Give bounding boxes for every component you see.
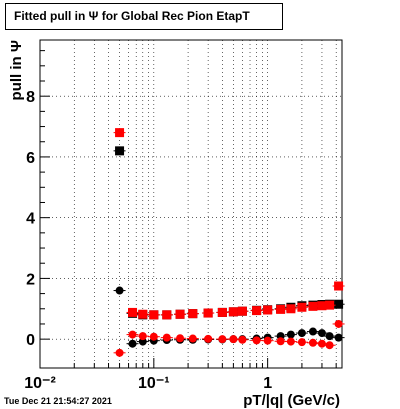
data-point-square — [334, 281, 344, 291]
x-tick-label: 1 — [263, 375, 272, 392]
data-point-circle — [325, 332, 334, 341]
timestamp: Tue Dec 21 21:54:27 2021 — [4, 396, 112, 406]
data-point-circle — [229, 335, 238, 344]
data-point-circle — [238, 335, 247, 344]
data-point-circle — [325, 341, 334, 350]
y-tick-label: 8 — [26, 89, 35, 106]
data-point-square — [237, 306, 247, 316]
data-point-circle — [138, 332, 147, 341]
x-axis-label: pT/|q| (GeV/c) — [243, 392, 340, 409]
data-point-circle — [334, 333, 343, 342]
data-point-square — [228, 307, 238, 317]
data-point-circle — [308, 327, 317, 336]
data-point-square — [175, 309, 185, 319]
data-point-circle — [115, 286, 124, 295]
data-point-circle — [297, 338, 306, 347]
data-point-circle — [128, 339, 137, 348]
data-point-circle — [188, 334, 197, 343]
data-point-circle — [286, 337, 295, 346]
y-axis-label: pull in Ψ — [8, 40, 25, 100]
x-tick-label: 10⁻² — [24, 375, 56, 392]
data-point-square — [308, 301, 318, 311]
data-point-circle — [308, 338, 317, 347]
data-point-square — [276, 304, 286, 314]
data-point-circle — [252, 336, 261, 345]
data-point-square — [286, 304, 296, 314]
y-tick-label: 4 — [26, 211, 35, 228]
data-point-square — [263, 305, 273, 315]
data-point-square — [162, 310, 172, 320]
data-point-square — [115, 146, 125, 156]
data-point-square — [317, 301, 327, 311]
plot-frame — [39, 39, 343, 369]
data-point-circle — [149, 332, 158, 341]
data-point-square — [325, 300, 335, 310]
data-point-circle — [162, 333, 171, 342]
y-tick-label: 0 — [26, 332, 35, 349]
grid-lines — [39, 40, 342, 368]
data-point-circle — [176, 334, 185, 343]
data-point-circle — [218, 335, 227, 344]
data-point-square — [252, 306, 262, 316]
data-point-square — [149, 310, 159, 320]
data-point-circle — [115, 348, 124, 357]
data-point-circle — [297, 329, 306, 338]
x-tick-label: 10⁻¹ — [138, 375, 170, 392]
data-point-square — [115, 128, 125, 138]
data-point-square — [138, 309, 148, 319]
data-point-square — [217, 307, 227, 317]
data-point-circle — [334, 319, 343, 328]
data-point-square — [334, 299, 344, 309]
y-tick-label: 2 — [26, 271, 35, 288]
data-point-square — [203, 308, 213, 318]
data-point-circle — [276, 337, 285, 346]
data-point-circle — [263, 336, 272, 345]
data-point-square — [188, 309, 198, 319]
data-point-circle — [286, 330, 295, 339]
data-point-circle — [317, 329, 326, 338]
data-marks — [113, 128, 345, 357]
y-tick-label: 6 — [26, 150, 35, 167]
data-point-circle — [128, 330, 137, 339]
data-point-square — [297, 302, 307, 312]
chart-title: Fitted pull in Ψ for Global Rec Pion Eta… — [5, 3, 283, 30]
data-point-circle — [204, 334, 213, 343]
data-point-circle — [138, 337, 147, 346]
data-point-circle — [317, 339, 326, 348]
axis-ticks: 0 2 4 6 8 10⁻² 10⁻¹ 1 — [24, 50, 337, 392]
data-point-square — [128, 307, 138, 317]
